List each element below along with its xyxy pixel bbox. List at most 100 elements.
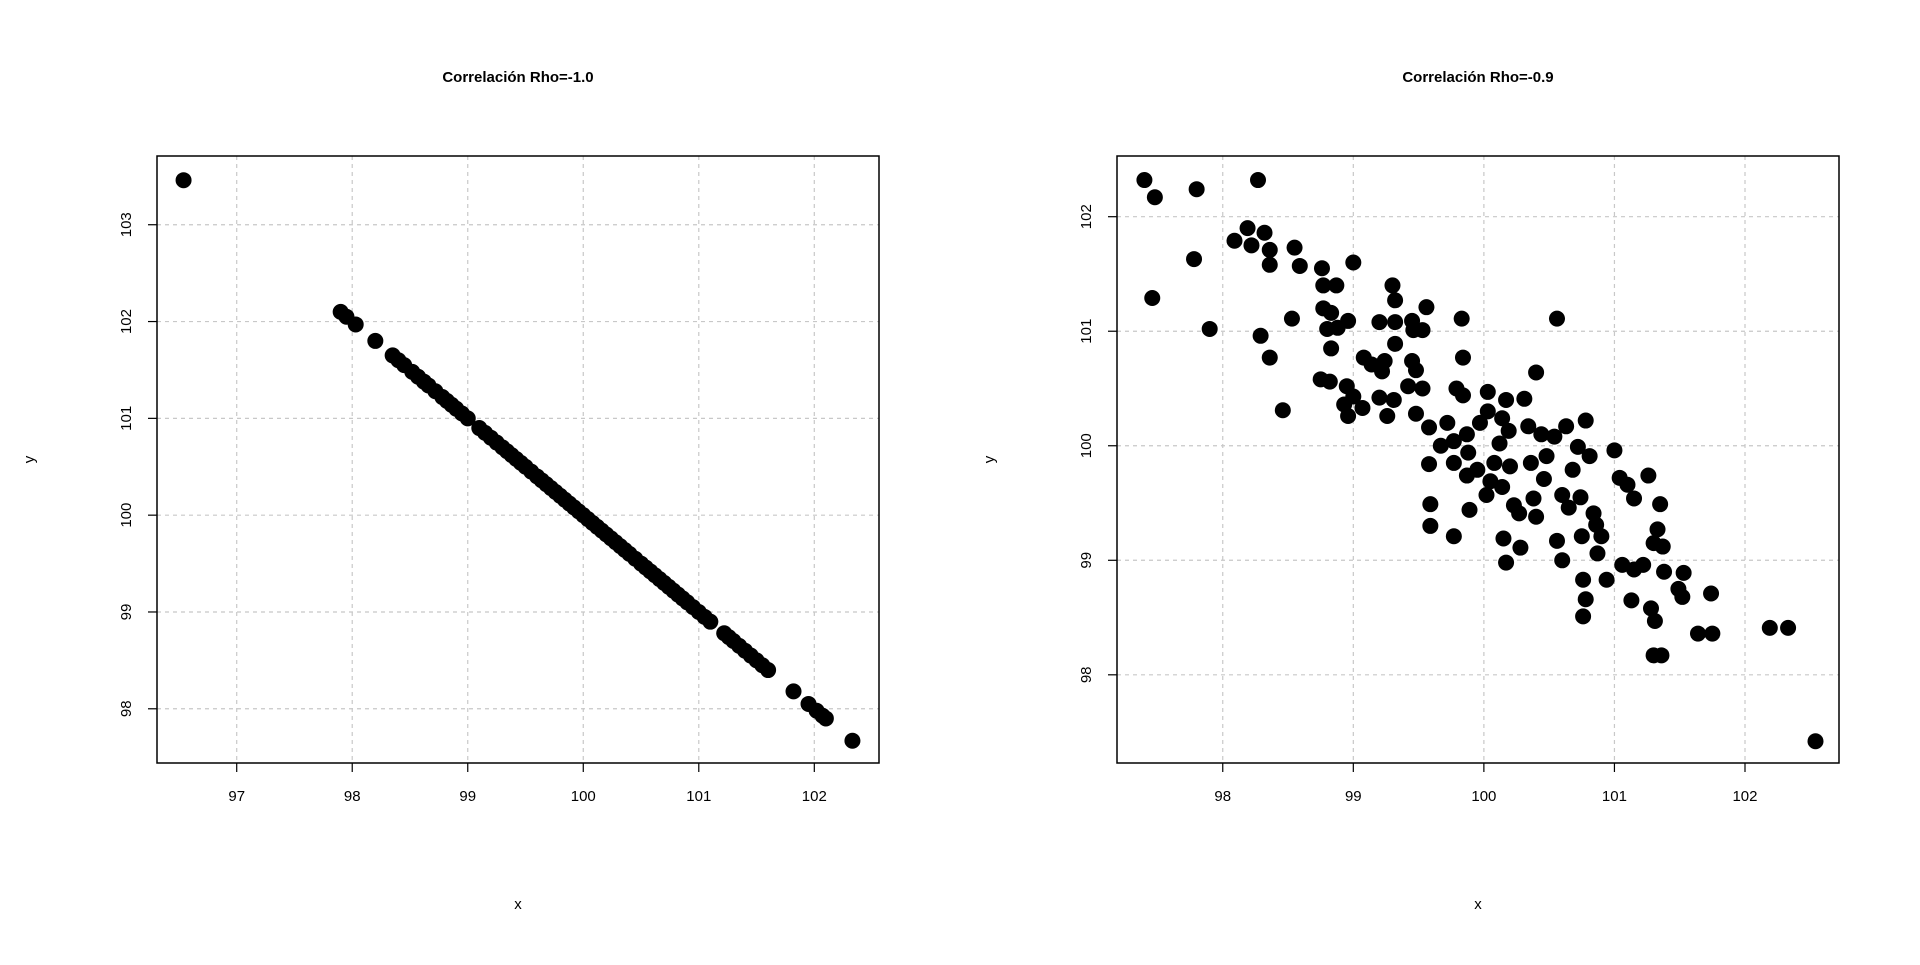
point	[1569, 438, 1586, 455]
point	[1418, 299, 1435, 316]
point	[1522, 454, 1539, 471]
point	[1572, 489, 1589, 506]
point	[1635, 556, 1652, 573]
point	[1598, 571, 1615, 588]
point	[1674, 588, 1691, 605]
point	[1321, 373, 1338, 390]
point	[1239, 220, 1256, 237]
point	[1315, 277, 1332, 294]
point	[1704, 625, 1721, 642]
point	[1575, 571, 1592, 588]
point	[844, 732, 861, 749]
x-tick-label: 99	[1345, 788, 1362, 805]
point	[1577, 591, 1594, 608]
point	[1656, 563, 1673, 580]
point	[1486, 454, 1503, 471]
point	[1498, 391, 1515, 408]
point	[1323, 304, 1340, 321]
point	[1500, 422, 1517, 439]
x-axis-label: x	[514, 896, 522, 913]
y-tick-label: 99	[118, 604, 135, 621]
y-tick-label: 98	[1078, 666, 1095, 683]
point	[1250, 172, 1267, 189]
point	[1201, 320, 1218, 337]
point	[1445, 433, 1462, 450]
point	[1575, 608, 1592, 625]
point	[1460, 444, 1477, 461]
point	[1387, 335, 1404, 352]
point	[1439, 414, 1456, 431]
point	[1501, 458, 1518, 475]
point	[702, 613, 719, 630]
point	[1458, 426, 1475, 443]
point	[1479, 383, 1496, 400]
point	[1313, 260, 1330, 277]
point	[1675, 564, 1692, 581]
point	[1623, 592, 1640, 609]
point	[1387, 292, 1404, 309]
point	[817, 710, 834, 727]
point	[1564, 461, 1581, 478]
point	[1494, 410, 1511, 427]
point	[1548, 310, 1565, 327]
point	[1188, 181, 1205, 198]
point	[1689, 625, 1706, 642]
y-tick-label: 103	[118, 212, 135, 237]
point	[1558, 418, 1575, 435]
point	[1286, 239, 1303, 256]
point	[1491, 435, 1508, 452]
point	[1371, 389, 1388, 406]
point	[1283, 310, 1300, 327]
point	[1422, 496, 1439, 513]
point	[1703, 585, 1720, 602]
point	[760, 662, 777, 679]
point	[1516, 390, 1533, 407]
point	[1577, 412, 1594, 429]
point	[1606, 442, 1623, 459]
point	[1573, 528, 1590, 545]
point	[1453, 310, 1470, 327]
point	[1652, 496, 1669, 513]
point	[1538, 448, 1555, 465]
point	[1626, 490, 1643, 507]
x-tick-label: 98	[1214, 788, 1231, 805]
point	[1291, 257, 1308, 274]
point	[1646, 612, 1663, 629]
x-tick-label: 102	[802, 788, 827, 805]
point	[1619, 476, 1636, 493]
point	[1261, 349, 1278, 366]
point	[1387, 314, 1404, 331]
point	[1554, 552, 1571, 569]
point	[1498, 554, 1515, 571]
y-tick-label: 98	[118, 700, 135, 717]
point	[1479, 403, 1496, 420]
point	[1807, 733, 1824, 750]
point	[1256, 224, 1273, 241]
x-axis-label: x	[1474, 896, 1482, 913]
point	[1345, 388, 1362, 405]
point	[1252, 327, 1269, 344]
y-tick-label: 100	[118, 503, 135, 528]
point	[1323, 340, 1340, 357]
y-axis-label: y	[981, 455, 998, 463]
point	[1589, 545, 1606, 562]
point	[347, 316, 364, 333]
point	[459, 410, 476, 427]
point	[1560, 499, 1577, 516]
x-tick-label: 102	[1732, 788, 1757, 805]
point	[1261, 256, 1278, 273]
y-axis-label: y	[21, 455, 38, 463]
point	[1144, 290, 1161, 307]
point	[1581, 448, 1598, 465]
point	[1593, 528, 1610, 545]
point	[1461, 501, 1478, 518]
x-tick-label: 101	[686, 788, 711, 805]
point	[1186, 251, 1203, 268]
x-tick-label: 99	[459, 788, 476, 805]
x-tick-label: 100	[571, 788, 596, 805]
x-tick-label: 98	[344, 788, 361, 805]
point	[1454, 387, 1471, 404]
x-tick-label: 97	[228, 788, 245, 805]
point	[1533, 426, 1550, 443]
point	[1445, 454, 1462, 471]
